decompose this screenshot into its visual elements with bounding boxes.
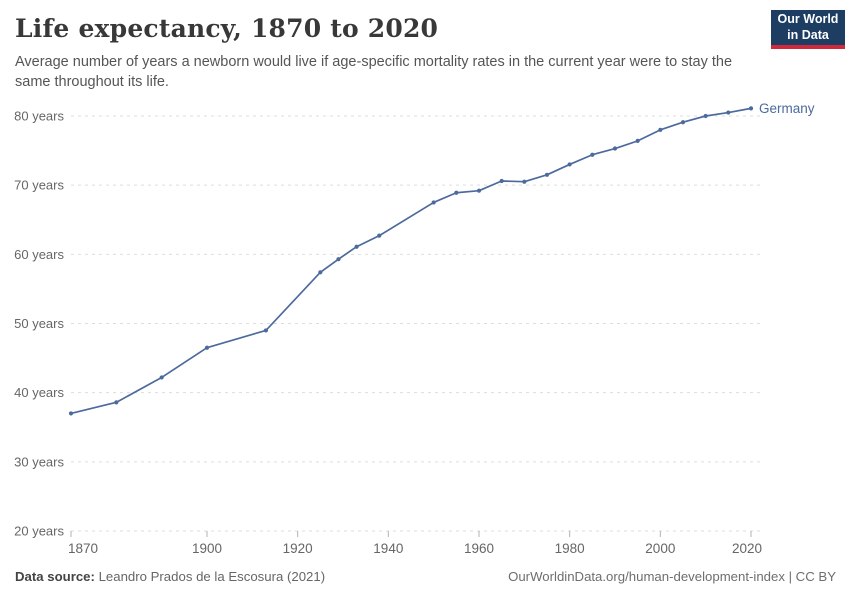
- data-point[interactable]: [204, 345, 210, 350]
- y-tick-label: 30 years: [14, 454, 64, 469]
- data-point[interactable]: [612, 146, 618, 151]
- owid-logo-line1: Our World: [777, 12, 839, 27]
- data-source-value: Leandro Prados de la Escosura (2021): [98, 569, 326, 584]
- x-tick-label: 1980: [555, 541, 585, 556]
- page-title: Life expectancy, 1870 to 2020: [15, 14, 439, 43]
- data-point[interactable]: [354, 244, 359, 249]
- data-source: Data source: Leandro Prados de la Escosu…: [15, 569, 325, 584]
- x-tick-label: 1920: [283, 541, 313, 556]
- data-point[interactable]: [318, 270, 323, 275]
- data-point[interactable]: [658, 127, 663, 132]
- y-tick-label: 80 years: [14, 109, 64, 124]
- data-point[interactable]: [703, 113, 708, 119]
- data-point[interactable]: [748, 106, 754, 111]
- series-line-germany[interactable]: [70, 107, 752, 415]
- y-tick-label: 70 years: [14, 178, 64, 193]
- chart-footer: Data source: Leandro Prados de la Escosu…: [15, 569, 836, 584]
- data-point[interactable]: [635, 138, 640, 143]
- data-point[interactable]: [590, 152, 595, 157]
- y-tick-label: 40 years: [14, 385, 64, 400]
- x-tick-label: 1940: [373, 541, 403, 556]
- y-tick-label: 20 years: [14, 524, 64, 539]
- data-point[interactable]: [377, 233, 382, 238]
- data-source-label: Data source:: [15, 569, 95, 584]
- owid-logo[interactable]: Our World in Data: [771, 10, 845, 49]
- y-tick-label: 60 years: [14, 247, 64, 262]
- x-tick-label: 1900: [192, 541, 222, 556]
- credit-link[interactable]: OurWorldinData.org/human-development-ind…: [508, 569, 836, 584]
- data-point[interactable]: [476, 188, 482, 193]
- data-point[interactable]: [159, 375, 164, 380]
- data-point[interactable]: [726, 110, 731, 115]
- data-point[interactable]: [499, 178, 504, 184]
- data-point[interactable]: [522, 179, 527, 184]
- data-point[interactable]: [263, 328, 269, 333]
- data-point[interactable]: [544, 172, 550, 177]
- data-point[interactable]: [68, 411, 74, 416]
- x-tick-label: 1960: [464, 541, 494, 556]
- line-chart-canvas[interactable]: 20 years 30 years 40 years 50 years 60 years…: [0, 0, 850, 565]
- data-point[interactable]: [114, 400, 119, 405]
- data-point[interactable]: [431, 200, 436, 205]
- series-label-germany[interactable]: Germany: [759, 101, 815, 116]
- data-point[interactable]: [567, 162, 572, 167]
- chart-subtitle: Average number of years a newborn would …: [15, 54, 733, 90]
- data-point[interactable]: [336, 257, 341, 262]
- y-tick-label: 50 years: [14, 316, 64, 331]
- x-tick-label: 1870: [68, 541, 98, 556]
- x-tick-label: 2020: [732, 541, 762, 556]
- x-tick-label: 2000: [645, 541, 675, 556]
- data-point[interactable]: [680, 120, 686, 125]
- owid-logo-line2: in Data: [787, 27, 829, 42]
- data-point[interactable]: [454, 190, 459, 195]
